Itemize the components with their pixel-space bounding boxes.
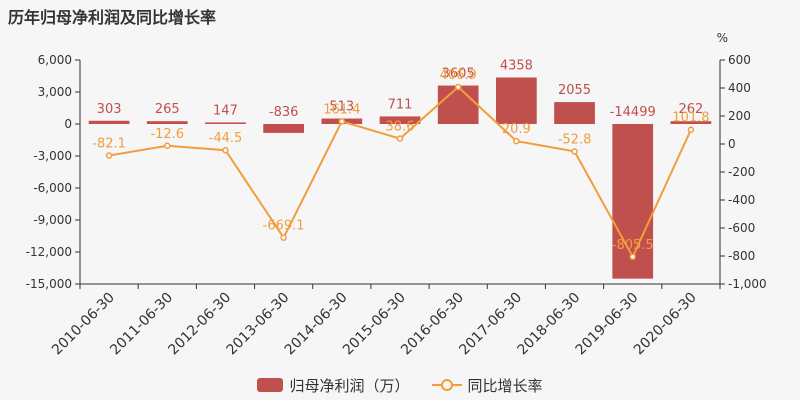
line-data-label: 20.9 [502,122,531,137]
x-tick-label: 2020-06-30 [631,290,700,359]
line-point [687,126,695,133]
bar-data-label: -14499 [610,105,656,120]
y-left-tick-label: -9,000 [33,213,72,227]
y-left-tick-label: -12,000 [26,245,72,259]
bar-data-label: 262 [678,102,703,117]
line-point [454,83,462,91]
y-right-tick-label: 200 [728,109,751,123]
growth-line [108,85,692,259]
legend-line-label: 同比增长率 [467,376,543,395]
bar-data-label: 711 [388,97,413,112]
bar [437,85,479,124]
legend-item-bar[interactable]: 归母净利润（万） [257,375,410,396]
y-right-unit: % [717,31,728,45]
bar-data-label: 3605 [442,67,475,82]
line-point [513,137,520,145]
y-right-tick-label: -1,000 [728,277,767,291]
bar-data-label: -836 [269,105,299,120]
bar [612,124,654,279]
y-left-tick-label: -6,000 [33,181,72,195]
legend-bar-swatch [257,378,284,392]
line-data-label: 101.8 [672,111,709,126]
bar [88,120,130,124]
bar-data-label: 2055 [558,83,591,98]
line-data-label: -52.8 [558,132,592,147]
bar [205,122,246,124]
y-right-tick-label: 600 [728,53,751,67]
line-data-label: 38.6 [386,120,415,135]
legend: 归母净利润（万） 同比增长率 [0,373,800,397]
bar [554,102,595,124]
bar [263,124,304,133]
line-data-label: -44.5 [209,131,243,146]
line-point [396,135,404,142]
bar-data-label: 147 [213,103,238,118]
line-data-label: -669.1 [263,219,305,234]
bar [379,116,421,124]
bar-data-label: 265 [155,102,180,117]
y-right-tick-label: 400 [728,81,751,95]
bar-data-label: 513 [329,100,354,115]
line-data-label: -805.5 [612,238,654,253]
legend-bar-label: 归母净利润（万） [289,376,410,395]
bar [146,121,188,124]
line-point [280,234,287,241]
line-data-label: 406.9 [440,68,477,83]
line-point [105,152,113,159]
line-point [629,253,636,261]
y-right-tick-label: 0 [728,137,736,151]
chart-title: 历年归母净利润及同比增长率 [8,8,217,27]
y-left-tick-label: -3,000 [33,149,72,163]
line-point [338,118,346,125]
legend-item-line[interactable]: 同比增长率 [431,375,543,396]
y-left-tick-label: 3,000 [38,85,72,99]
bar-data-label: 4358 [500,59,533,74]
bar [496,77,537,124]
line-point [164,142,171,150]
line-data-label: -12.6 [150,127,184,142]
line-point [571,148,578,155]
y-left-tick-label: 6,000 [38,53,72,67]
bar [670,121,712,124]
legend-line-swatch [431,378,462,392]
y-left-tick-label: -15,000 [26,277,72,291]
y-right-tick-label: -600 [728,221,755,235]
line-data-label: 161.4 [323,102,360,117]
y-right-tick-label: -200 [728,165,755,179]
y-right-tick-label: -400 [728,193,755,207]
y-left-tick-label: 0 [64,117,72,131]
bar-data-label: 303 [97,102,122,117]
line-point [222,146,229,154]
y-right-tick-label: -800 [728,249,755,263]
line-data-label: -82.1 [92,136,126,151]
